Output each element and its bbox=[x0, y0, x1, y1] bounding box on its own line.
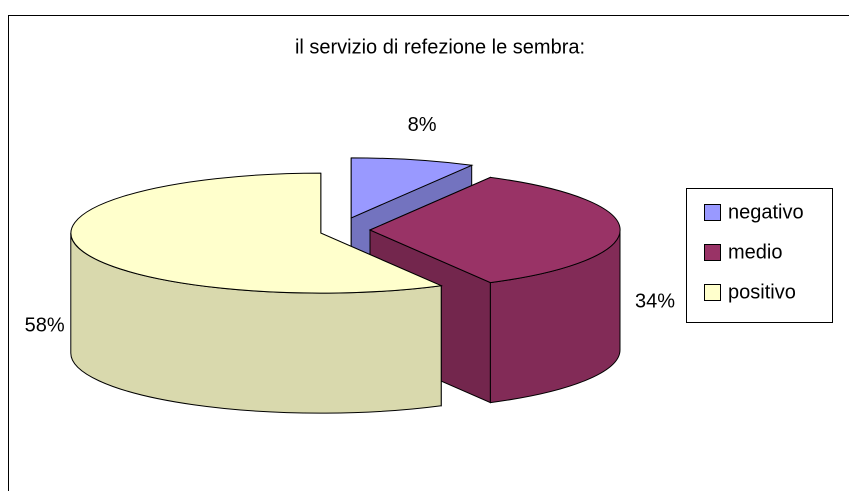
legend-swatch bbox=[705, 205, 721, 221]
chart-title: il servizio di refezione le sembra: bbox=[295, 36, 585, 58]
legend-label: negativo bbox=[728, 201, 804, 223]
legend-swatch bbox=[705, 245, 721, 261]
data-label: 58% bbox=[25, 314, 65, 336]
legend-label: positivo bbox=[728, 281, 796, 303]
data-label: 34% bbox=[635, 290, 675, 312]
legend-swatch bbox=[705, 285, 721, 301]
legend-label: medio bbox=[728, 241, 782, 263]
data-label: 8% bbox=[408, 114, 437, 136]
